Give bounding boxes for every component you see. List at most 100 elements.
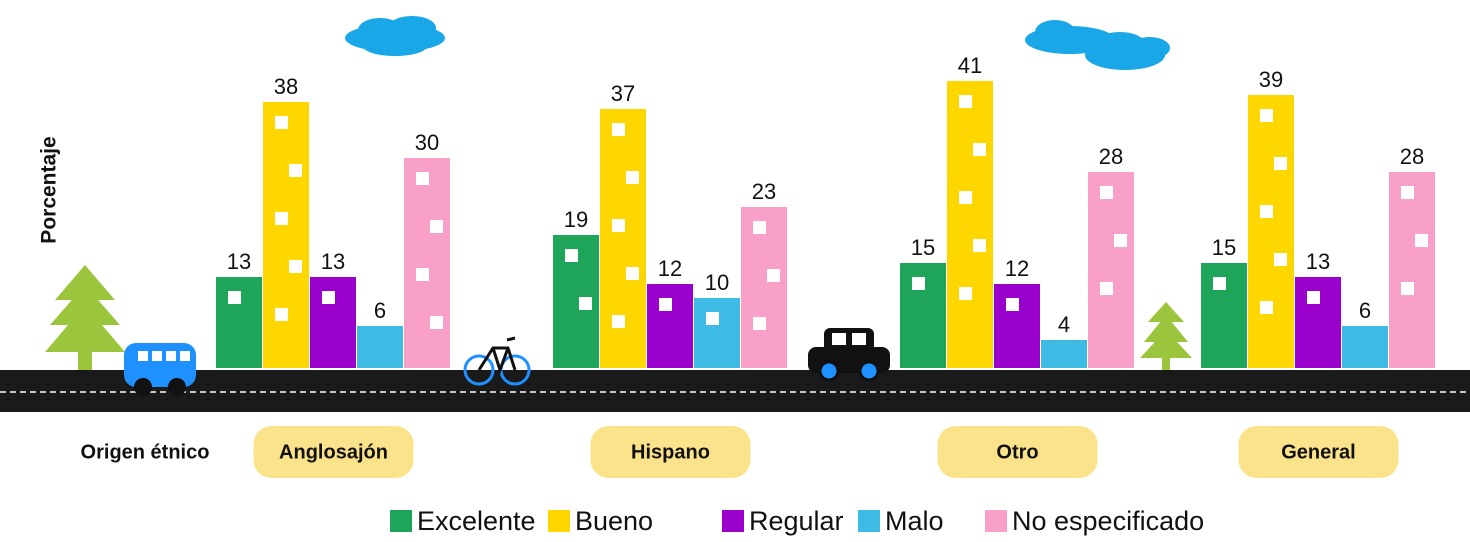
bar [216,277,262,368]
window [1100,282,1113,295]
value-label: 28 [1400,144,1424,169]
window [973,143,986,156]
window [753,221,766,234]
window [1260,205,1273,218]
value-label: 15 [1212,235,1236,260]
window [1114,234,1127,247]
x-axis-label: Origen étnico [81,441,210,463]
cloud [345,16,445,56]
value-label: 28 [1099,144,1123,169]
category-pill [937,426,1098,478]
value-label: 19 [564,207,588,232]
window [275,212,288,225]
window [959,95,972,108]
category-pill [1238,426,1399,478]
value-label: 37 [611,81,635,106]
x-tick-label: General [1281,441,1355,463]
window [1213,277,1226,290]
window [1260,301,1273,314]
bar [694,298,740,368]
x-tick-label: Anglosajón [279,441,388,463]
window [275,308,288,321]
bar [1041,340,1087,368]
bar [1248,95,1294,368]
bar [357,326,403,368]
window [767,269,780,282]
value-label: 23 [752,179,776,204]
value-label: 6 [374,298,386,323]
bar [600,109,646,368]
category-pill [253,426,414,478]
tree [45,265,125,370]
window [1260,109,1273,122]
bar [263,102,309,368]
bar [1295,277,1341,368]
x-tick-label: Hispano [631,441,710,463]
value-label: 41 [958,53,982,78]
legend-label: Bueno [575,506,653,536]
value-label: 6 [1359,298,1371,323]
window [228,291,241,304]
value-label: 39 [1259,67,1283,92]
window [289,164,302,177]
window [1307,291,1320,304]
window [1401,282,1414,295]
window [612,123,625,136]
window [1401,186,1414,199]
window [612,219,625,232]
tree [1140,302,1192,370]
window [565,249,578,262]
window [430,220,443,233]
bar [1389,172,1435,368]
value-label: 38 [274,74,298,99]
legend-label: Excelente [417,506,536,536]
window [659,298,672,311]
window [626,267,639,280]
legend-label: Malo [885,506,944,536]
bar [404,158,450,368]
window [275,116,288,129]
legend-label: No especificado [1012,506,1204,536]
y-axis-label: Porcentaje [38,136,61,243]
value-label: 30 [415,130,439,155]
x-tick-label: Otro [996,441,1038,463]
window [706,312,719,325]
window [416,268,429,281]
window [959,287,972,300]
legend-swatch [985,510,1007,532]
value-label: 13 [227,249,251,274]
window [416,172,429,185]
window [612,315,625,328]
value-label: 12 [658,256,682,281]
legend-swatch [858,510,880,532]
window [430,316,443,329]
window [1274,157,1287,170]
bar [947,81,993,368]
window [1100,186,1113,199]
bar [994,284,1040,368]
window [973,239,986,252]
window [1006,298,1019,311]
window [579,297,592,310]
window [912,277,925,290]
legend-label: Regular [749,506,844,536]
legend-swatch [548,510,570,532]
bike [463,336,531,386]
legend-swatch [722,510,744,532]
window [1415,234,1428,247]
value-label: 12 [1005,256,1029,281]
window [289,260,302,273]
bar [1088,172,1134,368]
bar [647,284,693,368]
value-label: 4 [1058,312,1070,337]
cloud [1025,20,1170,70]
window [1274,253,1287,266]
window [959,191,972,204]
legend-swatch [390,510,412,532]
window [753,317,766,330]
car [808,328,890,382]
window [626,171,639,184]
bus [124,343,196,396]
bar [1342,326,1388,368]
